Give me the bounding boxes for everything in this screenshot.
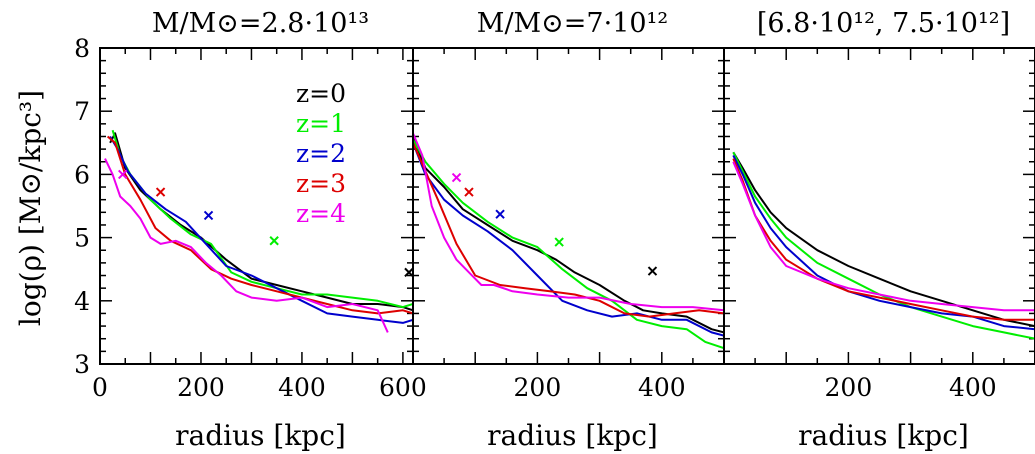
series-line-z-2 bbox=[110, 137, 413, 323]
x-tick-label: 200 bbox=[177, 373, 225, 402]
series-line-z-4 bbox=[733, 162, 1035, 310]
x-tick-label: 200 bbox=[825, 373, 873, 402]
series-line-z-1 bbox=[413, 140, 724, 349]
series-marker-z-1 bbox=[270, 237, 278, 245]
y-tick-label: 3 bbox=[74, 350, 90, 379]
x-axis-label: radius [kpc] bbox=[175, 419, 346, 452]
y-tick-label: 8 bbox=[74, 34, 90, 63]
series-line-z-1 bbox=[733, 152, 1035, 338]
x-tick-label: 400 bbox=[638, 373, 686, 402]
legend-entry: z=3 bbox=[296, 169, 346, 198]
x-tick-label: 200 bbox=[514, 373, 562, 402]
x-axis-label: radius [kpc] bbox=[798, 419, 969, 452]
legend-entry: z=0 bbox=[296, 79, 346, 108]
y-tick-label: 7 bbox=[74, 97, 90, 126]
series-line-z-3 bbox=[413, 143, 724, 317]
legend-entry: z=4 bbox=[296, 199, 346, 228]
x-axis-label: radius [kpc] bbox=[487, 419, 658, 452]
series-marker-z-2 bbox=[496, 210, 504, 218]
x-tick-label: 600 bbox=[379, 373, 427, 402]
panel-3: [6.8·10¹², 7.5·10¹²] radius [kpc] 200 400 bbox=[724, 8, 1035, 452]
x-tick-label: 400 bbox=[278, 373, 326, 402]
y-tick-label: 4 bbox=[74, 287, 90, 316]
x-tick-label: 0 bbox=[92, 373, 108, 402]
panel-title: M/M⊙=7·10¹² bbox=[477, 8, 668, 39]
series-marker-z-4 bbox=[453, 174, 461, 182]
series-line-z-2 bbox=[733, 155, 1035, 329]
panel-frame bbox=[100, 48, 413, 364]
legend-entry: z=2 bbox=[296, 139, 346, 168]
series-marker-z-3 bbox=[465, 188, 473, 196]
x-tick-label: 400 bbox=[949, 373, 997, 402]
panel-title: [6.8·10¹², 7.5·10¹²] bbox=[757, 8, 1010, 39]
series-line-z-4 bbox=[413, 133, 724, 310]
series-marker-z-3 bbox=[157, 188, 165, 196]
legend-entry: z=1 bbox=[296, 109, 346, 138]
y-tick-label: 6 bbox=[74, 160, 90, 189]
panel-frame bbox=[724, 48, 1035, 364]
panel-title: M/M⊙=2.8·10¹³ bbox=[152, 8, 369, 39]
series-line-z-3 bbox=[108, 137, 413, 314]
panel-1: M/M⊙=2.8·10¹³ radius [kpc] 0 200 400 600 3 4 5 6 7… bbox=[74, 8, 427, 452]
series-marker-z-2 bbox=[205, 211, 213, 219]
series-marker-z-1 bbox=[555, 238, 563, 246]
panel-2: M/M⊙=7·10¹² radius [kpc] 200 400 bbox=[413, 8, 724, 452]
y-tick-label: 5 bbox=[74, 224, 90, 253]
series-marker-z-0 bbox=[648, 267, 656, 275]
y-axis-label: log(ρ) [M⊙/kpc³] bbox=[14, 90, 47, 326]
